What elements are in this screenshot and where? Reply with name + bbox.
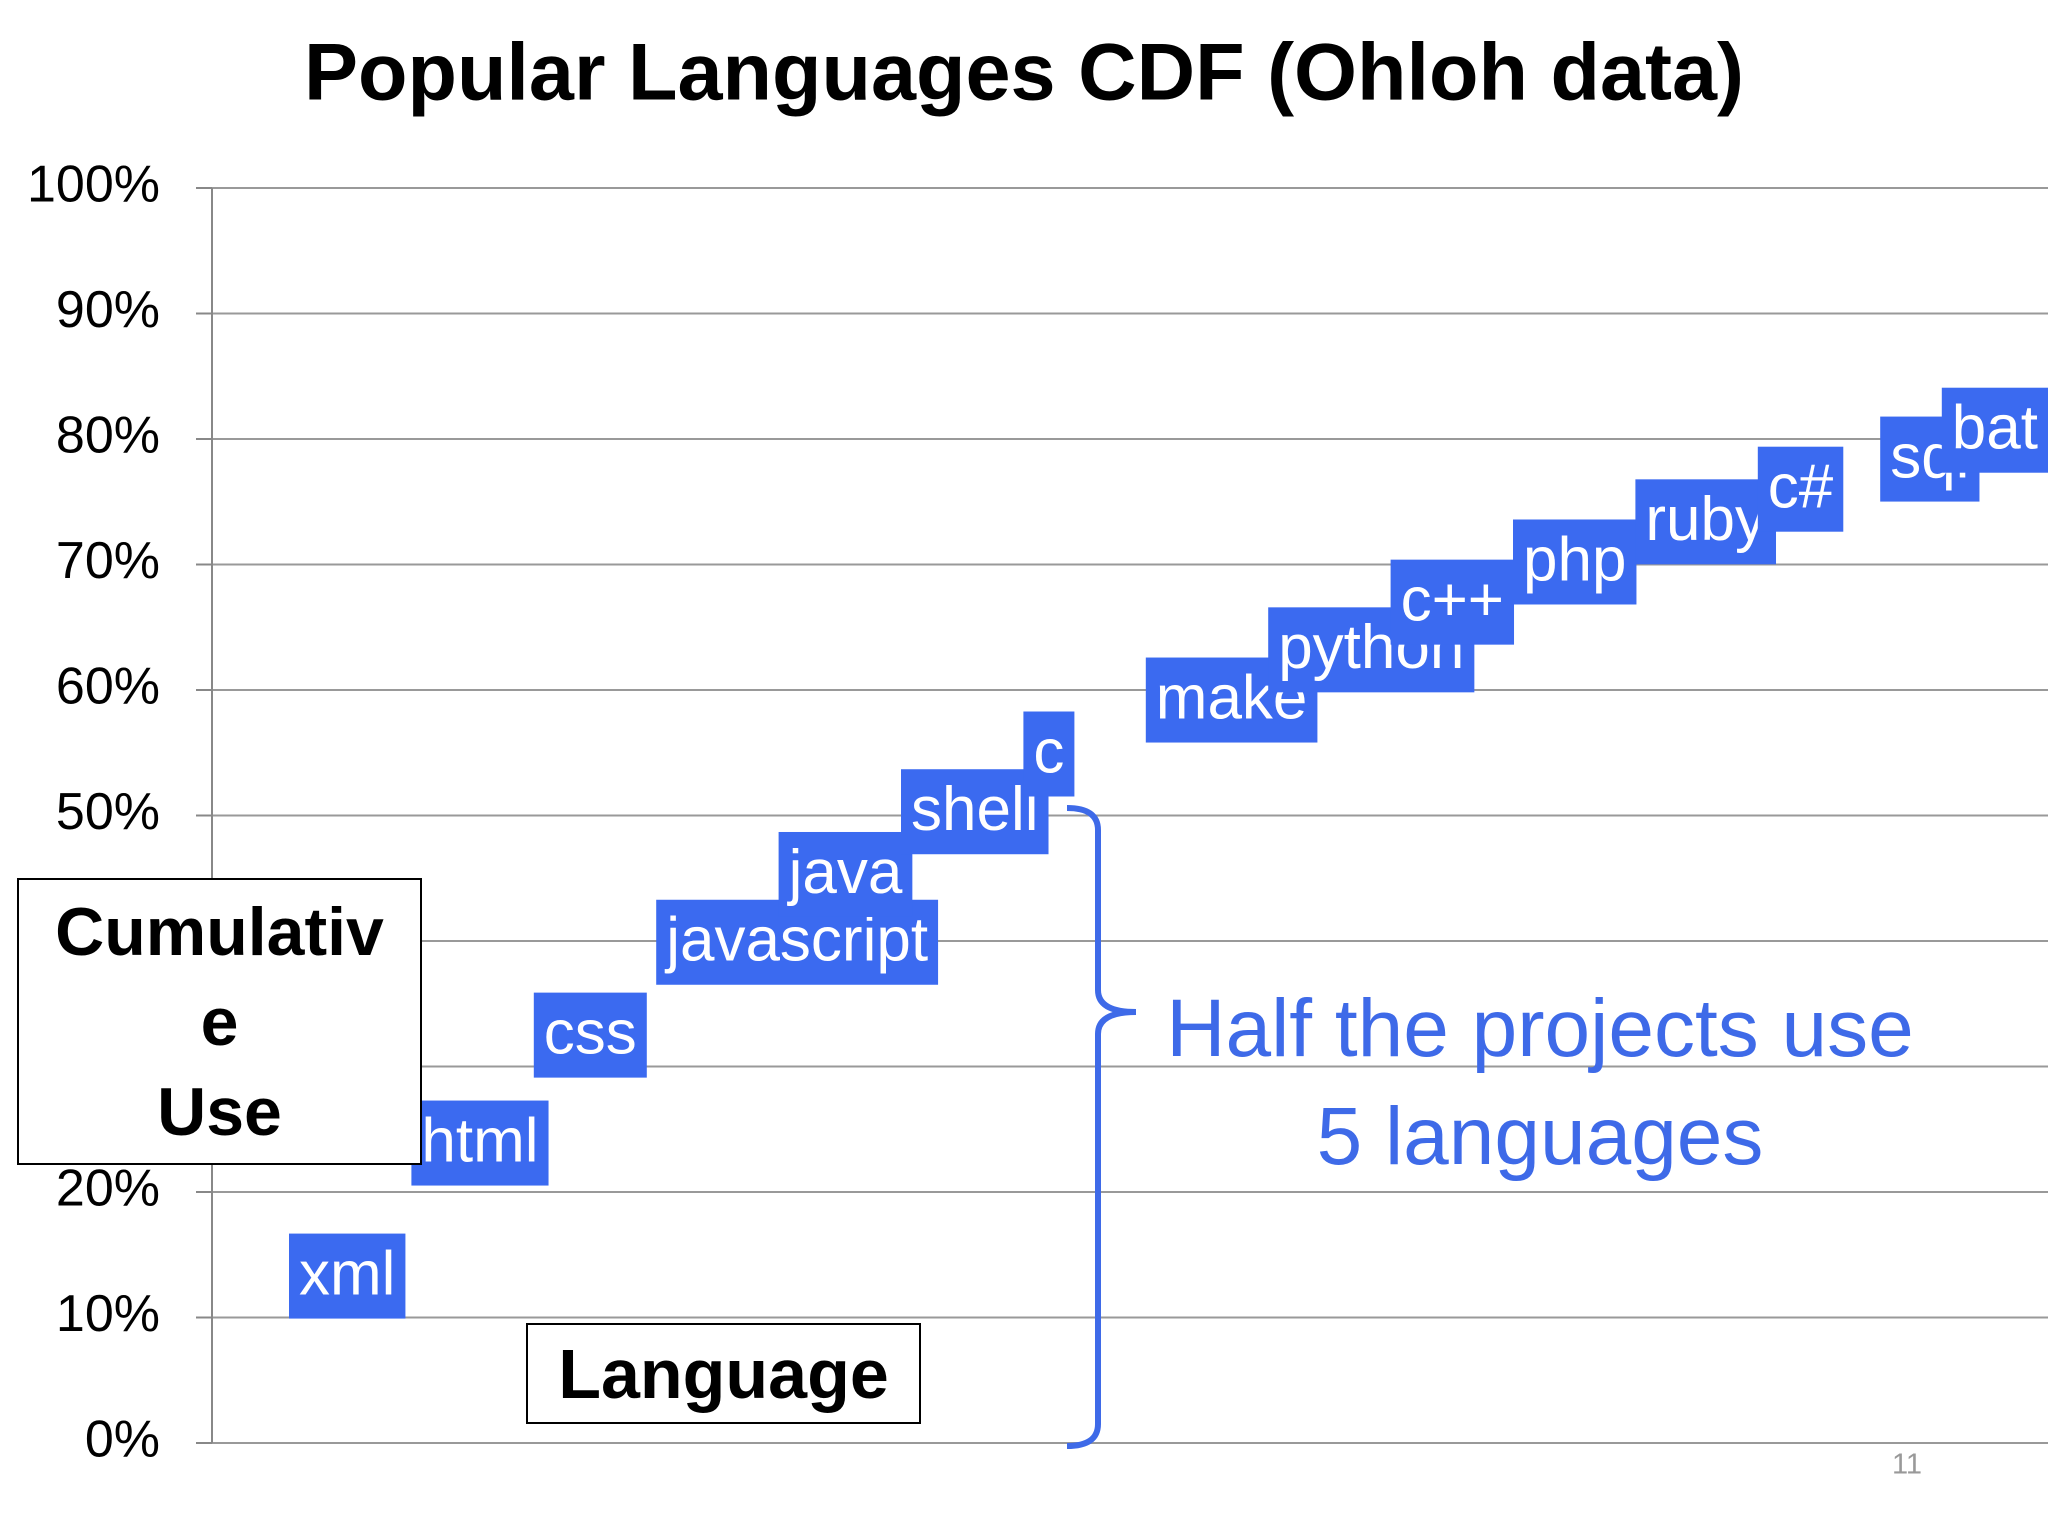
label-box [533,992,647,1078]
category-label: xml [299,1239,395,1308]
brace [1066,805,1137,1449]
label-box [289,1233,406,1319]
annotation: Half the projects use 5 languages [1166,983,1914,1182]
x-axis-label: Language [526,1323,921,1424]
label-box [1757,446,1844,532]
category-label: html [421,1106,538,1175]
y-tick-label: 0% [85,1411,160,1469]
category-label: bat [1952,394,2038,463]
category-label: php [1523,525,1626,594]
category-label: javascript [664,906,928,975]
category-label: c++ [1401,566,1504,635]
label-box [1513,519,1637,605]
category-label: c [1033,717,1064,786]
y-tick-label: 70% [56,532,160,590]
label-box [1390,559,1515,645]
y-axis-label: Cumulative Use [17,878,422,1165]
y-tick-label: 90% [56,281,160,339]
y-tick-label: 100% [27,156,160,214]
category-label: shell [911,775,1039,844]
page-number: 11 [1892,1449,1922,1481]
label-box [1023,711,1075,797]
label-box [1635,479,1777,565]
y-tick-label: 80% [56,407,160,465]
category-label: ruby [1645,485,1766,554]
y-tick-label: 50% [56,783,160,841]
label-box [411,1100,549,1186]
label-box [778,831,913,917]
chart-title: Popular Languages CDF (Ohloh data) [304,27,1744,117]
y-tick-label: 10% [56,1285,160,1343]
category-label: java [787,838,903,907]
category-label: css [544,999,637,1068]
y-tick-label: 20% [56,1160,160,1218]
label-box [1941,387,2048,473]
y-tick-label: 60% [56,658,160,716]
category-label: c# [1768,453,1834,522]
